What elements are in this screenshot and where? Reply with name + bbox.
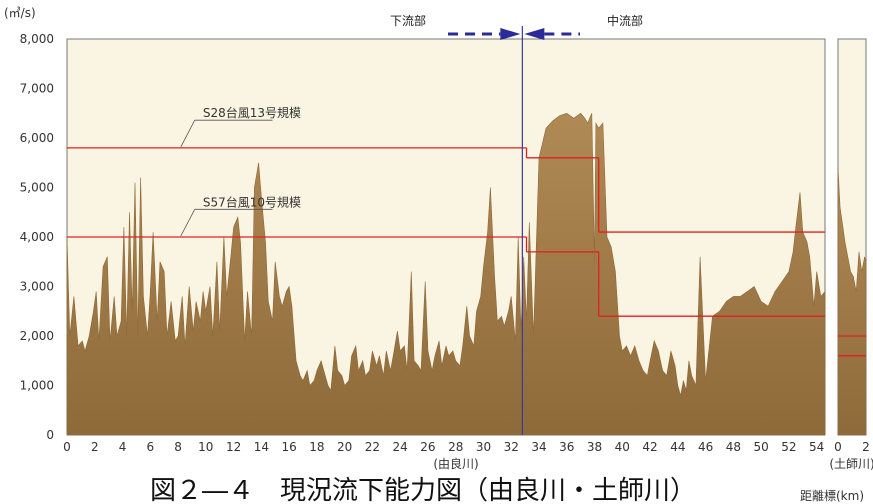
- arrow-head-left: [524, 28, 545, 40]
- x-tick-label: 2: [862, 440, 870, 454]
- panel-side: 0 2(土師川): [829, 38, 873, 471]
- label-leader: [180, 120, 196, 148]
- reference-line: S57台風10号規模: [67, 194, 825, 317]
- y-tick-labels: 0 1,000 2,000 3,000 4,000 5,000 6,000 7,000 8,00…: [20, 32, 54, 442]
- x-tick-label: 8: [174, 440, 182, 454]
- x-tick-label: 0: [834, 440, 842, 454]
- x-tick-label: 42: [642, 440, 657, 454]
- reference-line-label: S57台風10号規模: [203, 194, 301, 209]
- x-tick-label: 12: [226, 440, 241, 454]
- y-tick-label: 3,000: [20, 280, 54, 294]
- distance-marker-label: 距離標(km): [800, 489, 864, 503]
- x-tick-label: 38: [587, 440, 602, 454]
- label-leader: [180, 209, 196, 237]
- x-tick-label: 28: [448, 440, 463, 454]
- section-header: 下流部 中流部: [390, 13, 643, 40]
- x-tick-label: 30: [476, 440, 491, 454]
- downstream-label: 下流部: [390, 13, 426, 28]
- x-tick-label: 34: [531, 440, 546, 454]
- flow-capacity-area: [837, 167, 867, 436]
- x-tick-label: 48: [726, 440, 741, 454]
- x-tick-label: 2: [91, 440, 99, 454]
- x-tick-label: 40: [615, 440, 630, 454]
- x-tick-label: 4: [119, 440, 127, 454]
- x-tick-label: 14: [254, 440, 269, 454]
- x-tick-label: 20: [337, 440, 352, 454]
- y-tick-label: 0: [46, 428, 54, 442]
- x-axis-label: (由良川): [433, 456, 478, 471]
- x-tick-label: 46: [698, 440, 713, 454]
- y-tick-label: 1,000: [20, 379, 54, 393]
- x-tick-label: 50: [753, 440, 768, 454]
- x-tick-label: 22: [365, 440, 380, 454]
- x-tick-label: 32: [504, 440, 519, 454]
- x-tick-labels: 0 2 4 6 8 10 12 14 16 18 20 22 24 26 28 30 32 34 36 38 40 42 4…: [63, 440, 824, 454]
- section-arrows: [448, 28, 580, 40]
- y-tick-label: 8,000: [20, 32, 54, 46]
- x-tick-label: 24: [393, 440, 408, 454]
- flow-capacity-area: [66, 112, 826, 436]
- y-tick-label: 6,000: [20, 131, 54, 145]
- y-tick-label: 4,000: [20, 230, 54, 244]
- reference-line-label: S28台風13号規模: [203, 105, 301, 120]
- midstream-label: 中流部: [607, 13, 643, 28]
- y-tick-label: 7,000: [20, 82, 54, 96]
- x-tick-label: 0: [63, 440, 71, 454]
- y-tick-label: 2,000: [20, 329, 54, 343]
- figure-caption: 図２―４ 現況流下能力図（由良川・土師川）: [150, 476, 697, 504]
- x-tick-label: 6: [146, 440, 154, 454]
- x-tick-label: 36: [559, 440, 574, 454]
- x-tick-label: 52: [781, 440, 796, 454]
- x-tick-label: 54: [809, 440, 824, 454]
- y-axis-unit: (㎥/s): [4, 6, 36, 20]
- y-tick-label: 5,000: [20, 181, 54, 195]
- x-axis-label: (土師川): [829, 457, 873, 471]
- x-tick-label: 16: [281, 440, 296, 454]
- x-tick-label: 44: [670, 440, 685, 454]
- reference-line: S28台風13号規模: [67, 105, 825, 233]
- arrow-head-right: [500, 28, 521, 40]
- x-tick-label: 26: [420, 440, 435, 454]
- x-tick-label: 18: [309, 440, 324, 454]
- x-tick-label: 10: [198, 440, 213, 454]
